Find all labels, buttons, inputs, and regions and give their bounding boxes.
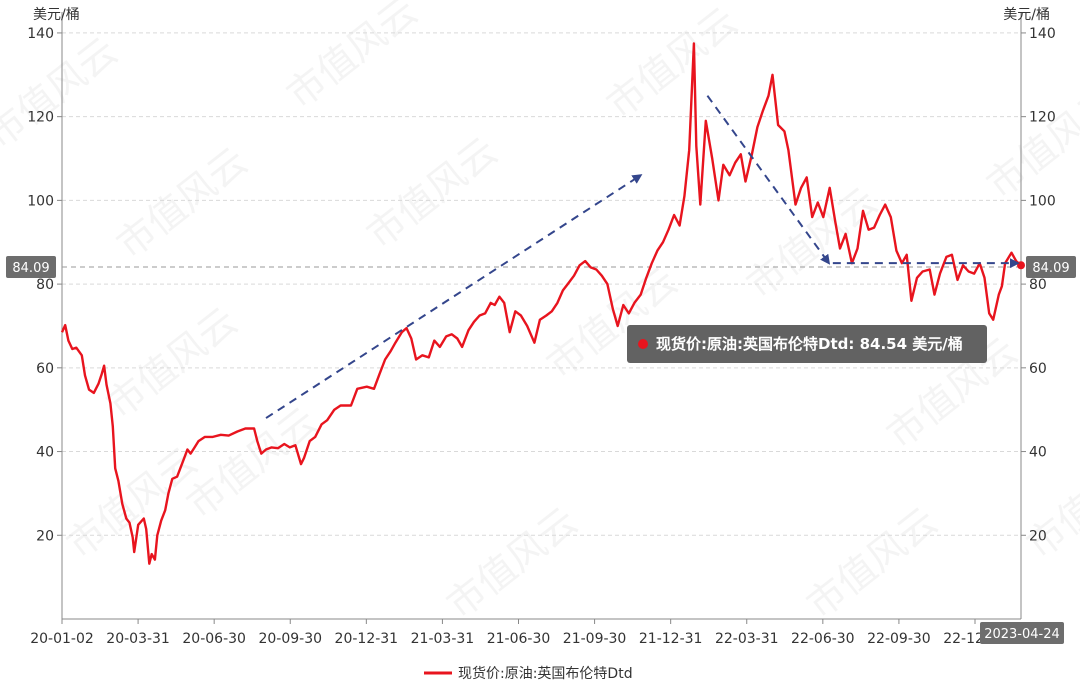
- y-tick-label-right: 120: [1029, 110, 1056, 126]
- tooltip: 现货价:原油:英国布伦特Dtd: 84.54 美元/桶: [627, 325, 987, 363]
- x-end-label: 2023-04-24: [984, 627, 1060, 642]
- watermark-text: 市值风云: [738, 179, 885, 307]
- y-tick-label-right: 20: [1029, 528, 1047, 544]
- y-tick-label-right: 80: [1029, 277, 1047, 293]
- y-tick-label-left: 120: [27, 110, 54, 126]
- y-tick-label-left: 140: [27, 26, 54, 42]
- y-tick-label-right: 60: [1029, 361, 1047, 377]
- x-end-badge: 2023-04-24: [980, 622, 1064, 644]
- x-tick-label: 22-06-30: [791, 631, 855, 647]
- reference-badge-left-bg: [6, 255, 56, 278]
- y-tick-label-right: 140: [1029, 26, 1056, 42]
- watermark-text: 市值风云: [598, 0, 745, 127]
- watermark-text: 市值风云: [98, 299, 245, 427]
- watermark-text: 市值风云: [1018, 439, 1080, 567]
- x-tick-label: 20-03-31: [106, 631, 170, 647]
- series-endpoint: [1017, 261, 1025, 270]
- tooltip-box: [627, 325, 987, 363]
- reference-line: 84.09 84.09: [6, 255, 1076, 278]
- y-unit-left: 美元/桶: [33, 7, 80, 23]
- reference-label-right: 84.09: [1032, 261, 1069, 276]
- y-tick-label-left: 80: [36, 277, 54, 293]
- y-tick-label-left: 20: [36, 528, 54, 544]
- x-tick-label: 22-09-30: [867, 631, 931, 647]
- y-tick-label-right: 40: [1029, 445, 1047, 461]
- y-tick-label-right: 100: [1029, 193, 1056, 209]
- reference-badge-right-bg: [1026, 255, 1076, 278]
- tooltip-text: 现货价:原油:英国布伦特Dtd: 84.54 美元/桶: [656, 335, 963, 353]
- axes: 20 20 40 40 60 60 80 80 100 100 120 120 140 140 美元/桶 美元…: [27, 7, 1064, 647]
- legend[interactable]: 现货价:原油:英国布伦特Dtd: [424, 665, 633, 682]
- x-tick-label: 20-01-02: [30, 631, 94, 647]
- watermark-text: 市值风云: [438, 499, 585, 627]
- reference-label-left: 84.09: [12, 261, 49, 276]
- x-tick-label: 21-09-30: [563, 631, 627, 647]
- watermark-text: 市值风云: [108, 139, 255, 267]
- watermark-text: 市值风云: [978, 79, 1080, 207]
- y-unit-right: 美元/桶: [1003, 7, 1050, 23]
- x-tick-label: 21-12-31: [639, 631, 703, 647]
- trend-arrow: [706, 95, 831, 265]
- watermark-text: 市值风云: [358, 129, 505, 257]
- trend-arrow: [265, 174, 643, 419]
- x-tick-label: 22-03-31: [715, 631, 779, 647]
- y-tick-label-left: 100: [27, 193, 54, 209]
- x-tick-label: 20-06-30: [182, 631, 246, 647]
- x-end-badge-bg: [980, 622, 1064, 644]
- watermark-text: 市值风云: [178, 399, 325, 527]
- watermarks: 市值风云市值风云市值风云市值风云市值风云市值风云市值风云市值风云市值风云市值风云…: [0, 0, 1080, 627]
- legend-label: 现货价:原油:英国布伦特Dtd: [458, 665, 633, 682]
- watermark-text: 市值风云: [278, 0, 425, 117]
- x-tick-label: 20-09-30: [258, 631, 322, 647]
- x-tick-label: 21-06-30: [487, 631, 551, 647]
- series-line-brent: [60, 42, 1022, 565]
- x-tick-label: 21-03-31: [411, 631, 475, 647]
- watermark-text: 市值风云: [0, 29, 125, 157]
- tooltip-marker: [638, 339, 648, 349]
- y-tick-label-left: 40: [36, 445, 54, 461]
- y-tick-label-left: 60: [36, 361, 54, 377]
- grid-lines: [62, 32, 1021, 536]
- reference-badge-right: 84.09: [1026, 255, 1076, 278]
- annotations: [265, 95, 1020, 419]
- x-tick-label: 20-12-31: [335, 631, 399, 647]
- reference-badge-left: 84.09: [6, 255, 56, 278]
- watermark-text: 市值风云: [798, 499, 945, 627]
